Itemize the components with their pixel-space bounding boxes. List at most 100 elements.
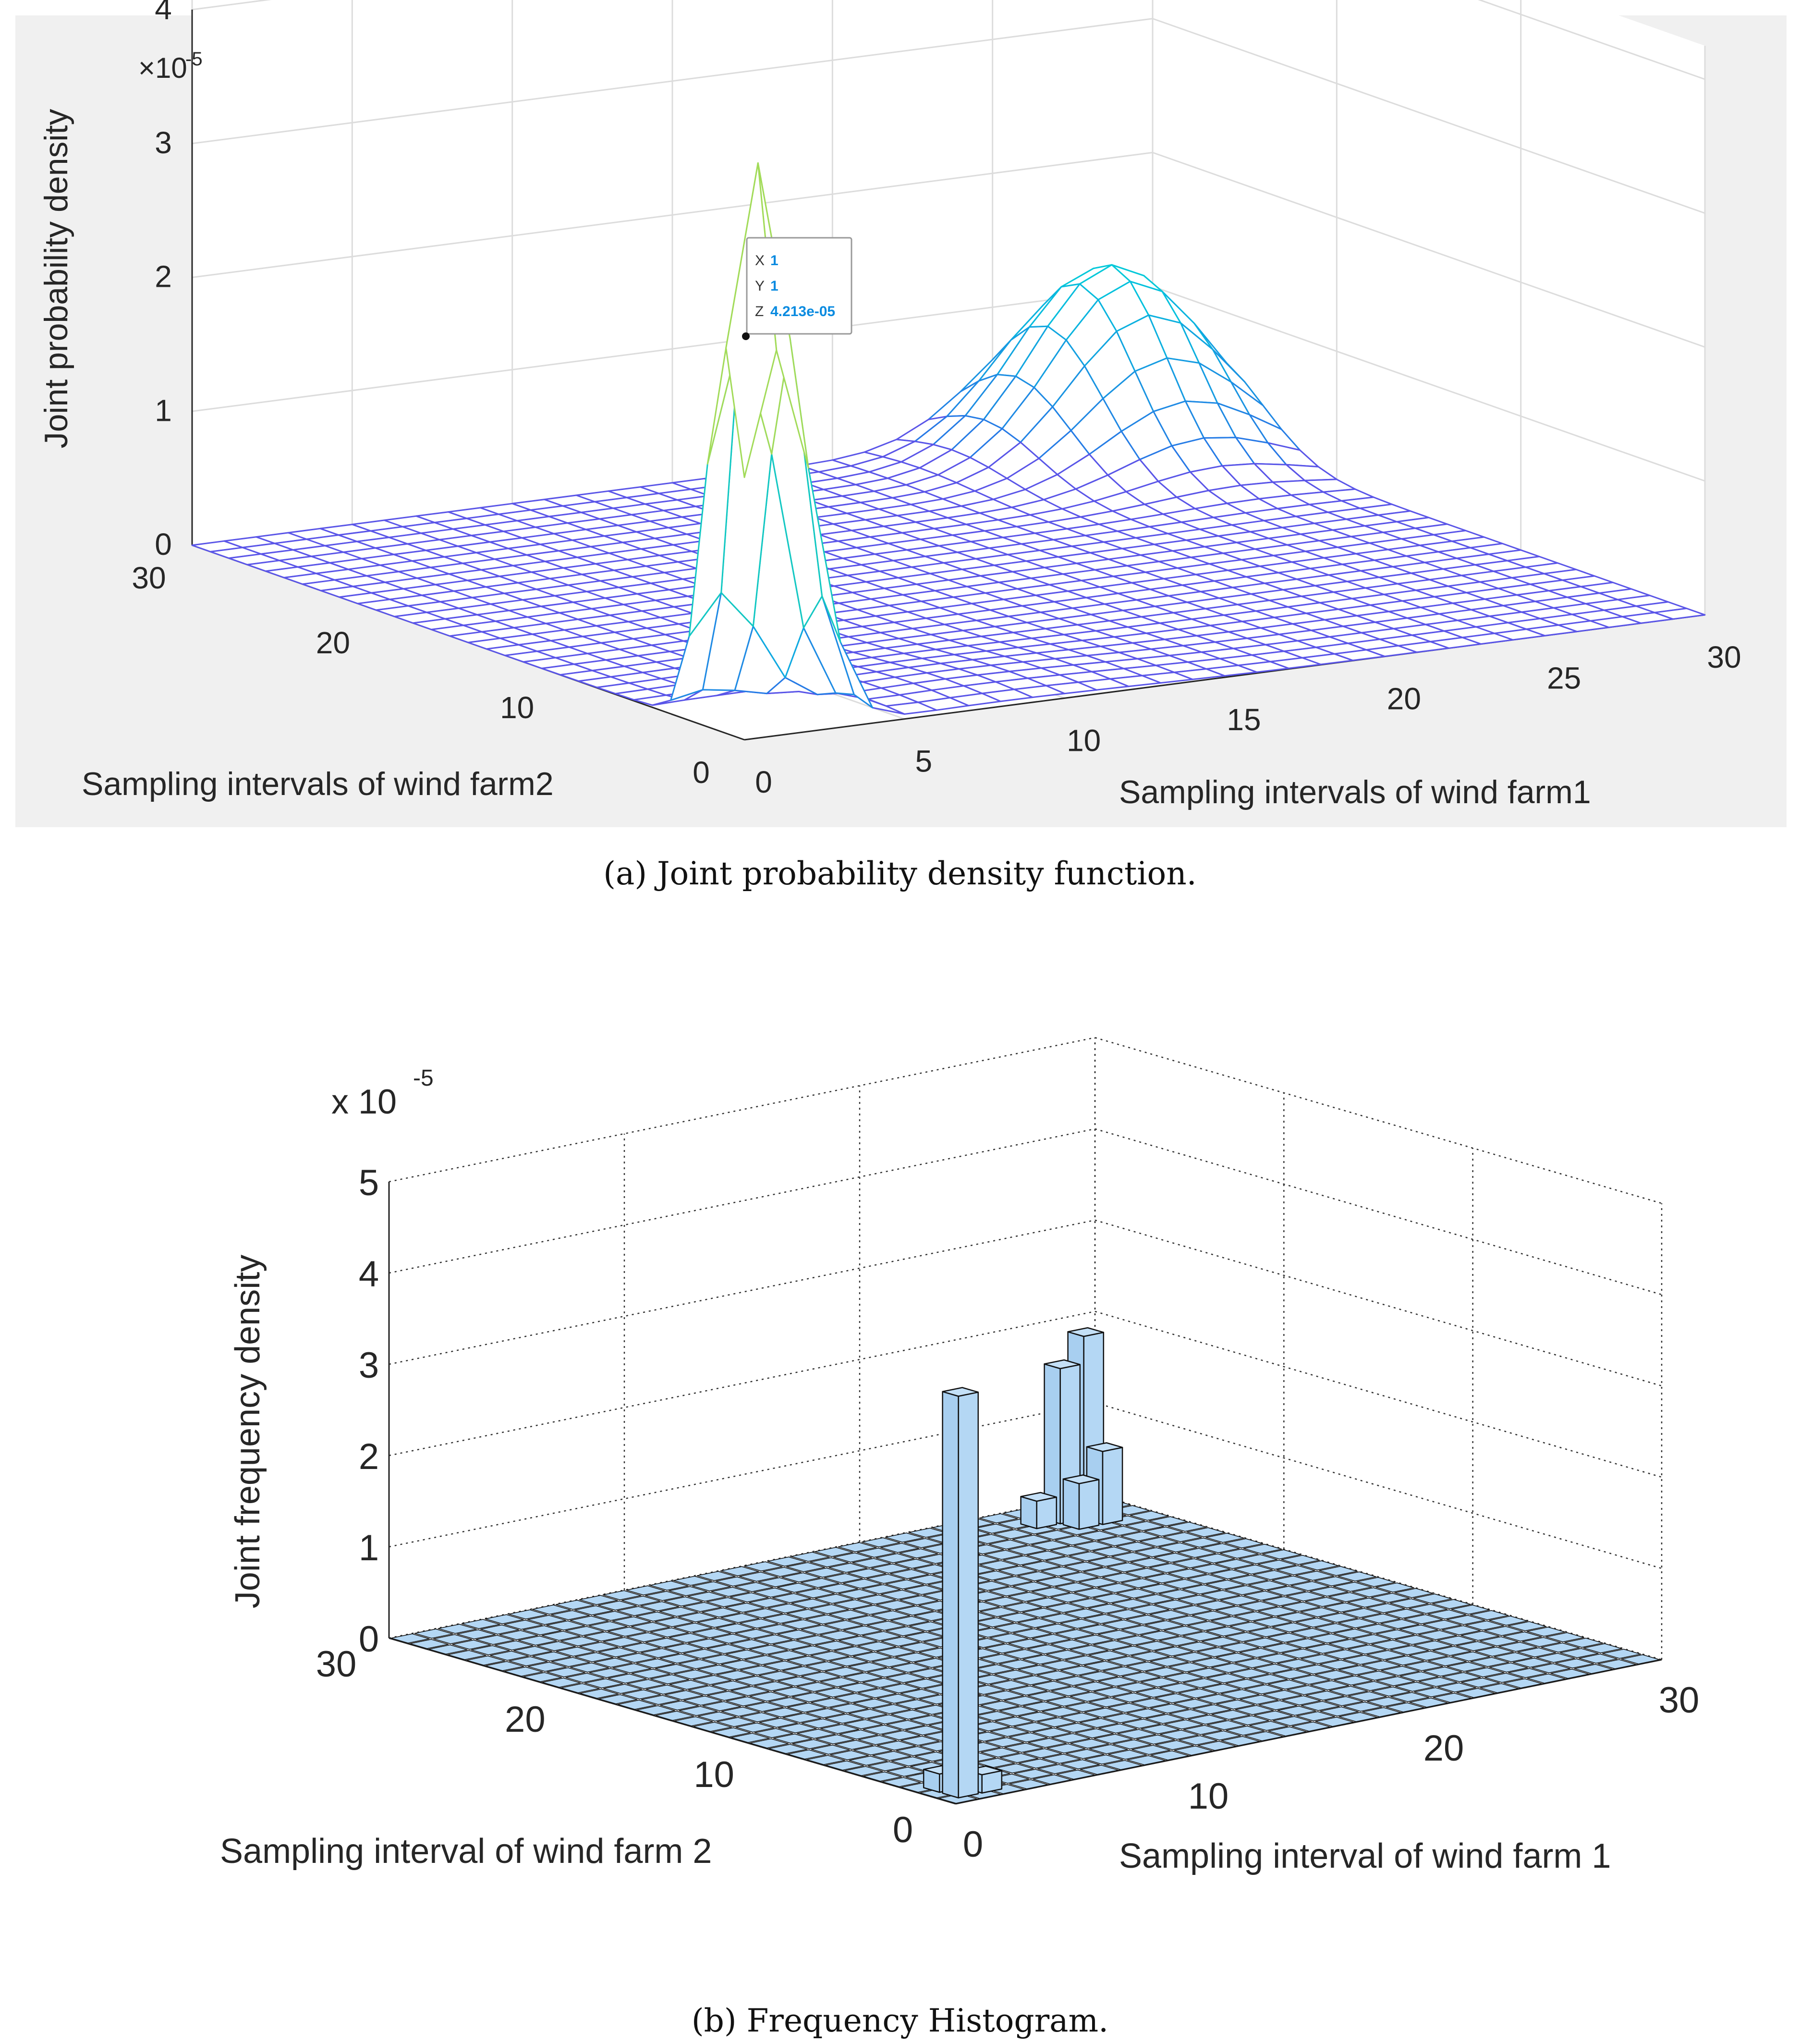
histogram-base-cell — [711, 1633, 751, 1644]
x-tick-label: 20 — [1423, 1728, 1464, 1769]
histogram-base-cell — [801, 1671, 840, 1682]
histogram-base-cell — [1117, 1635, 1156, 1646]
histogram-base-cell — [1065, 1702, 1105, 1713]
histogram-base-cell — [1032, 1727, 1071, 1738]
histogram-base-cell — [654, 1617, 694, 1628]
histogram-base-cell — [806, 1755, 846, 1765]
histogram-base-cell — [1046, 1650, 1085, 1660]
histogram-base-cell — [645, 1638, 684, 1648]
histogram-base-cell — [750, 1738, 789, 1749]
histogram-base-cell — [857, 1594, 896, 1605]
histogram-base-cell — [626, 1585, 665, 1596]
histogram-base-cell — [810, 1698, 850, 1708]
histogram-base-cell — [668, 1586, 708, 1596]
bar-front-face — [958, 1391, 979, 1799]
histogram-base-cell — [1527, 1673, 1566, 1684]
histogram-base-cell — [1018, 1665, 1057, 1675]
histogram-base-cell — [1211, 1710, 1251, 1720]
histogram-base-cell — [1319, 1659, 1359, 1670]
histogram-base-cell — [1192, 1704, 1232, 1714]
histogram-base-cell — [1314, 1670, 1354, 1680]
histogram-base-cell — [1173, 1699, 1213, 1709]
histogram-base-cell — [1017, 1571, 1057, 1581]
histogram-base-cell — [1032, 1634, 1071, 1644]
histogram-base-cell — [1338, 1665, 1377, 1676]
histogram-base-cell — [763, 1614, 802, 1624]
histogram-base-cell — [589, 1668, 628, 1678]
histogram-base-cell — [1347, 1597, 1386, 1608]
histogram-base-cell — [1602, 1649, 1642, 1659]
histogram-base-cell — [857, 1641, 897, 1652]
histogram-base-cell — [1414, 1687, 1453, 1698]
histogram-base-cell — [1484, 1673, 1524, 1683]
histogram-base-cell — [1295, 1570, 1335, 1581]
histogram-base-cell — [664, 1596, 703, 1607]
histogram-base-cell — [1225, 1678, 1265, 1689]
histogram-base-cell — [787, 1702, 827, 1713]
histogram-base-cell — [1442, 1672, 1481, 1682]
x-tick-label: 30 — [1659, 1680, 1700, 1721]
histogram-base-cell — [1103, 1713, 1142, 1724]
histogram-bar — [942, 1387, 979, 1799]
histogram-base-cell — [782, 1666, 821, 1677]
histogram-base-cell — [1328, 1592, 1368, 1603]
histogram-base-cell — [989, 1680, 1029, 1690]
histogram-base-cell — [824, 1666, 864, 1677]
histogram-base-cell — [1258, 1700, 1298, 1711]
histogram-base-cell — [754, 1634, 793, 1645]
histogram-base-cell — [721, 1706, 760, 1717]
histogram-base-cell — [1163, 1579, 1203, 1589]
histogram-base-cell — [744, 1701, 784, 1712]
histogram-base-cell — [1300, 1607, 1339, 1617]
histogram-base-cell — [900, 1736, 940, 1746]
histogram-base-cell — [532, 1651, 572, 1662]
histogram-base-cell — [984, 1550, 1023, 1560]
histogram-base-cell — [819, 1583, 859, 1594]
histogram-base-cell — [1418, 1630, 1458, 1640]
histogram-base-cell — [1036, 1623, 1076, 1634]
histogram-base-cell — [1144, 1526, 1183, 1537]
histogram-base-cell — [861, 1537, 900, 1548]
histogram-base-cell — [1159, 1683, 1199, 1693]
histogram-base-cell — [1404, 1661, 1444, 1671]
histogram-base-cell — [527, 1615, 567, 1625]
histogram-base-cell — [1338, 1571, 1377, 1582]
histogram-base-cell — [607, 1627, 647, 1637]
panel-b-bars — [923, 1327, 1123, 1799]
z-tick-label: 1 — [155, 393, 172, 428]
histogram-base-cell — [1225, 1585, 1264, 1595]
histogram-base-cell — [824, 1620, 864, 1630]
histogram-base-cell — [1012, 1534, 1051, 1545]
histogram-base-cell — [1423, 1619, 1462, 1630]
histogram-base-cell — [499, 1630, 538, 1640]
histogram-base-cell — [1290, 1581, 1330, 1591]
histogram-base-cell — [1268, 1726, 1307, 1737]
histogram-base-cell — [617, 1606, 656, 1616]
panel-a-datatip[interactable]: X 1 Y 1 Z 4.213e-05 — [742, 237, 852, 340]
histogram-base-cell — [1282, 1695, 1321, 1706]
histogram-base-cell — [579, 1595, 618, 1605]
histogram-base-cell — [1008, 1591, 1047, 1602]
y-tick-label: 30 — [316, 1644, 357, 1685]
histogram-base-cell — [903, 1538, 943, 1548]
histogram-base-cell — [730, 1592, 769, 1603]
histogram-base-cell — [1094, 1734, 1133, 1744]
histogram-base-cell — [717, 1717, 756, 1727]
histogram-base-cell — [1371, 1686, 1411, 1697]
histogram-base-cell — [1390, 1645, 1429, 1655]
histogram-base-cell — [1064, 1608, 1104, 1619]
histogram-base-cell — [1183, 1678, 1222, 1689]
histogram-base-cell — [980, 1653, 1019, 1664]
histogram-base-cell — [1244, 1684, 1283, 1695]
histogram-base-cell — [1023, 1748, 1062, 1759]
histogram-base-cell — [1041, 1566, 1080, 1577]
grid-line-z — [1095, 1310, 1662, 1478]
histogram-base-cell — [593, 1611, 632, 1621]
histogram-base-cell — [1480, 1683, 1519, 1693]
histogram-base-cell — [1371, 1592, 1410, 1603]
histogram-base-cell — [730, 1686, 770, 1696]
histogram-base-cell — [1366, 1603, 1405, 1614]
x-axis-line — [955, 1659, 1662, 1805]
histogram-base-cell — [678, 1612, 718, 1623]
histogram-base-cell — [489, 1651, 529, 1661]
